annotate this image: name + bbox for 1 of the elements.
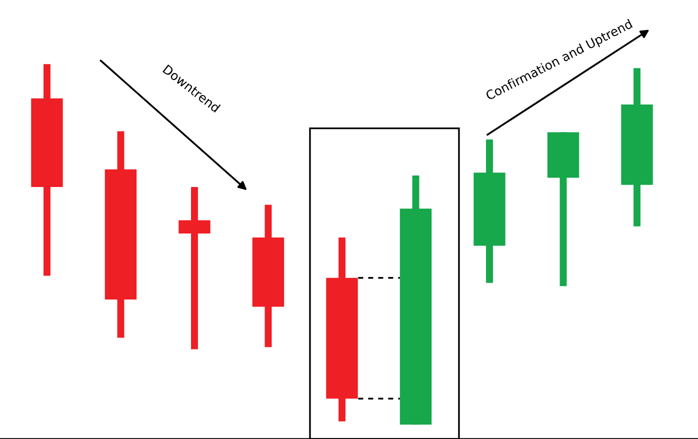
candlestick [178, 187, 210, 350]
